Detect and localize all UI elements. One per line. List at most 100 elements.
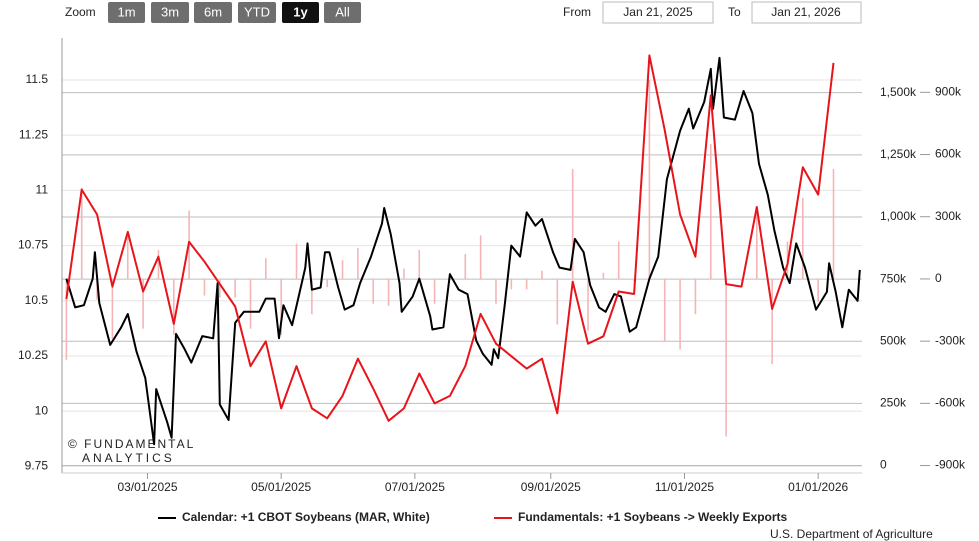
to-label: To bbox=[728, 5, 741, 19]
bar bbox=[372, 278, 375, 304]
bar bbox=[571, 169, 574, 279]
bar bbox=[433, 278, 436, 304]
y-tick-label: 11.25 bbox=[19, 127, 48, 141]
legend-label: Fundamentals: +1 Soybeans -> Weekly Expo… bbox=[518, 510, 788, 524]
bar bbox=[755, 212, 758, 279]
bar bbox=[341, 260, 344, 279]
bar bbox=[403, 268, 405, 279]
bar bbox=[556, 278, 559, 325]
range-button[interactable]: 1m bbox=[108, 2, 145, 23]
bar bbox=[418, 249, 421, 279]
button-label: All bbox=[335, 4, 350, 19]
range-button[interactable]: 1y bbox=[282, 2, 319, 23]
to-input[interactable] bbox=[751, 1, 862, 24]
zoom-label: Zoom bbox=[65, 5, 96, 19]
bar bbox=[510, 278, 513, 290]
from-input[interactable] bbox=[602, 1, 714, 24]
bar bbox=[96, 278, 98, 300]
bar bbox=[142, 278, 144, 329]
x-tick-label: 01/01/2026 bbox=[788, 480, 848, 494]
from-value: Jan 21, 2025 bbox=[623, 5, 693, 19]
y3-tick-label: 600k bbox=[935, 147, 962, 161]
bar bbox=[709, 144, 712, 279]
range-button[interactable]: 6m bbox=[194, 2, 232, 23]
bar bbox=[326, 278, 329, 288]
y2-tick-label: 1,250k bbox=[880, 147, 917, 161]
series-line bbox=[65, 56, 861, 446]
button-label: YTD bbox=[244, 4, 270, 19]
bar bbox=[387, 278, 390, 306]
y-tick-label: 10.25 bbox=[18, 348, 48, 362]
y3-tick-label: 300k bbox=[935, 209, 962, 223]
y2-tick-label: 250k bbox=[880, 396, 907, 410]
bar bbox=[219, 278, 221, 298]
bar bbox=[157, 249, 160, 279]
bar bbox=[740, 278, 743, 282]
bar bbox=[602, 272, 605, 279]
bar bbox=[771, 278, 773, 364]
y3-tick-label: -900k bbox=[935, 458, 966, 472]
bar bbox=[295, 243, 298, 279]
bar bbox=[234, 278, 236, 298]
bar bbox=[357, 247, 359, 279]
y-tick-label: 11 bbox=[36, 183, 49, 197]
button-label: 1m bbox=[117, 4, 135, 19]
x-tick-label: 05/01/2025 bbox=[251, 480, 311, 494]
y3-tick-label: 0 bbox=[935, 271, 942, 285]
y-tick-label: 10 bbox=[35, 403, 49, 417]
bar bbox=[280, 278, 282, 335]
button-bg bbox=[282, 2, 319, 23]
bar bbox=[541, 270, 543, 279]
bar bbox=[663, 278, 666, 342]
x-tick-label: 07/01/2025 bbox=[385, 480, 445, 494]
legend-label: Calendar: +1 CBOT Soybeans (MAR, White) bbox=[182, 510, 430, 524]
bar bbox=[80, 187, 83, 279]
bar bbox=[203, 278, 206, 296]
y3-tick-label: 900k bbox=[935, 84, 962, 98]
y-tick-label: 10.75 bbox=[18, 238, 48, 252]
button-bg bbox=[108, 2, 145, 23]
bar bbox=[725, 278, 727, 437]
bar bbox=[817, 278, 819, 302]
button-label: 1y bbox=[293, 4, 308, 19]
bar bbox=[802, 198, 804, 279]
range-button[interactable]: All bbox=[324, 2, 361, 23]
watermark: ANALYTICS bbox=[82, 451, 175, 465]
bar bbox=[617, 241, 620, 279]
x-tick-label: 09/01/2025 bbox=[521, 480, 581, 494]
watermark: © FUNDAMENTAL bbox=[68, 437, 195, 451]
bar bbox=[111, 278, 114, 340]
bar bbox=[525, 278, 528, 290]
from-label: From bbox=[563, 5, 591, 19]
range-button[interactable]: 3m bbox=[151, 2, 189, 23]
x-tick-label: 11/01/2025 bbox=[655, 480, 714, 494]
bar bbox=[65, 278, 68, 360]
y2-tick-label: 1,000k bbox=[880, 209, 917, 223]
y-tick-label: 11.5 bbox=[26, 72, 49, 86]
source: U.S. Department of Agriculture bbox=[770, 527, 933, 541]
bar bbox=[479, 235, 482, 279]
bar bbox=[694, 278, 697, 315]
y2-tick-label: 500k bbox=[880, 333, 907, 347]
button-label: 3m bbox=[161, 4, 179, 19]
bar bbox=[648, 79, 651, 279]
to-value: Jan 21, 2026 bbox=[771, 5, 841, 19]
bar bbox=[832, 169, 835, 279]
bar bbox=[311, 278, 313, 315]
button-bg bbox=[194, 2, 232, 23]
x-tick-label: 03/01/2025 bbox=[117, 480, 177, 494]
y2-tick-label: 750k bbox=[880, 271, 907, 285]
bar bbox=[679, 278, 681, 350]
bar bbox=[587, 278, 589, 331]
button-bg bbox=[324, 2, 361, 23]
y2-tick-label: 1,500k bbox=[880, 85, 917, 99]
button-bg bbox=[151, 2, 189, 23]
range-button[interactable]: YTD bbox=[238, 2, 276, 23]
y-tick-label: 9.75 bbox=[25, 459, 49, 473]
y3-tick-label: -600k bbox=[935, 396, 966, 410]
y-tick-label: 10.5 bbox=[25, 293, 49, 307]
bar bbox=[249, 278, 252, 329]
button-bg bbox=[238, 2, 276, 23]
